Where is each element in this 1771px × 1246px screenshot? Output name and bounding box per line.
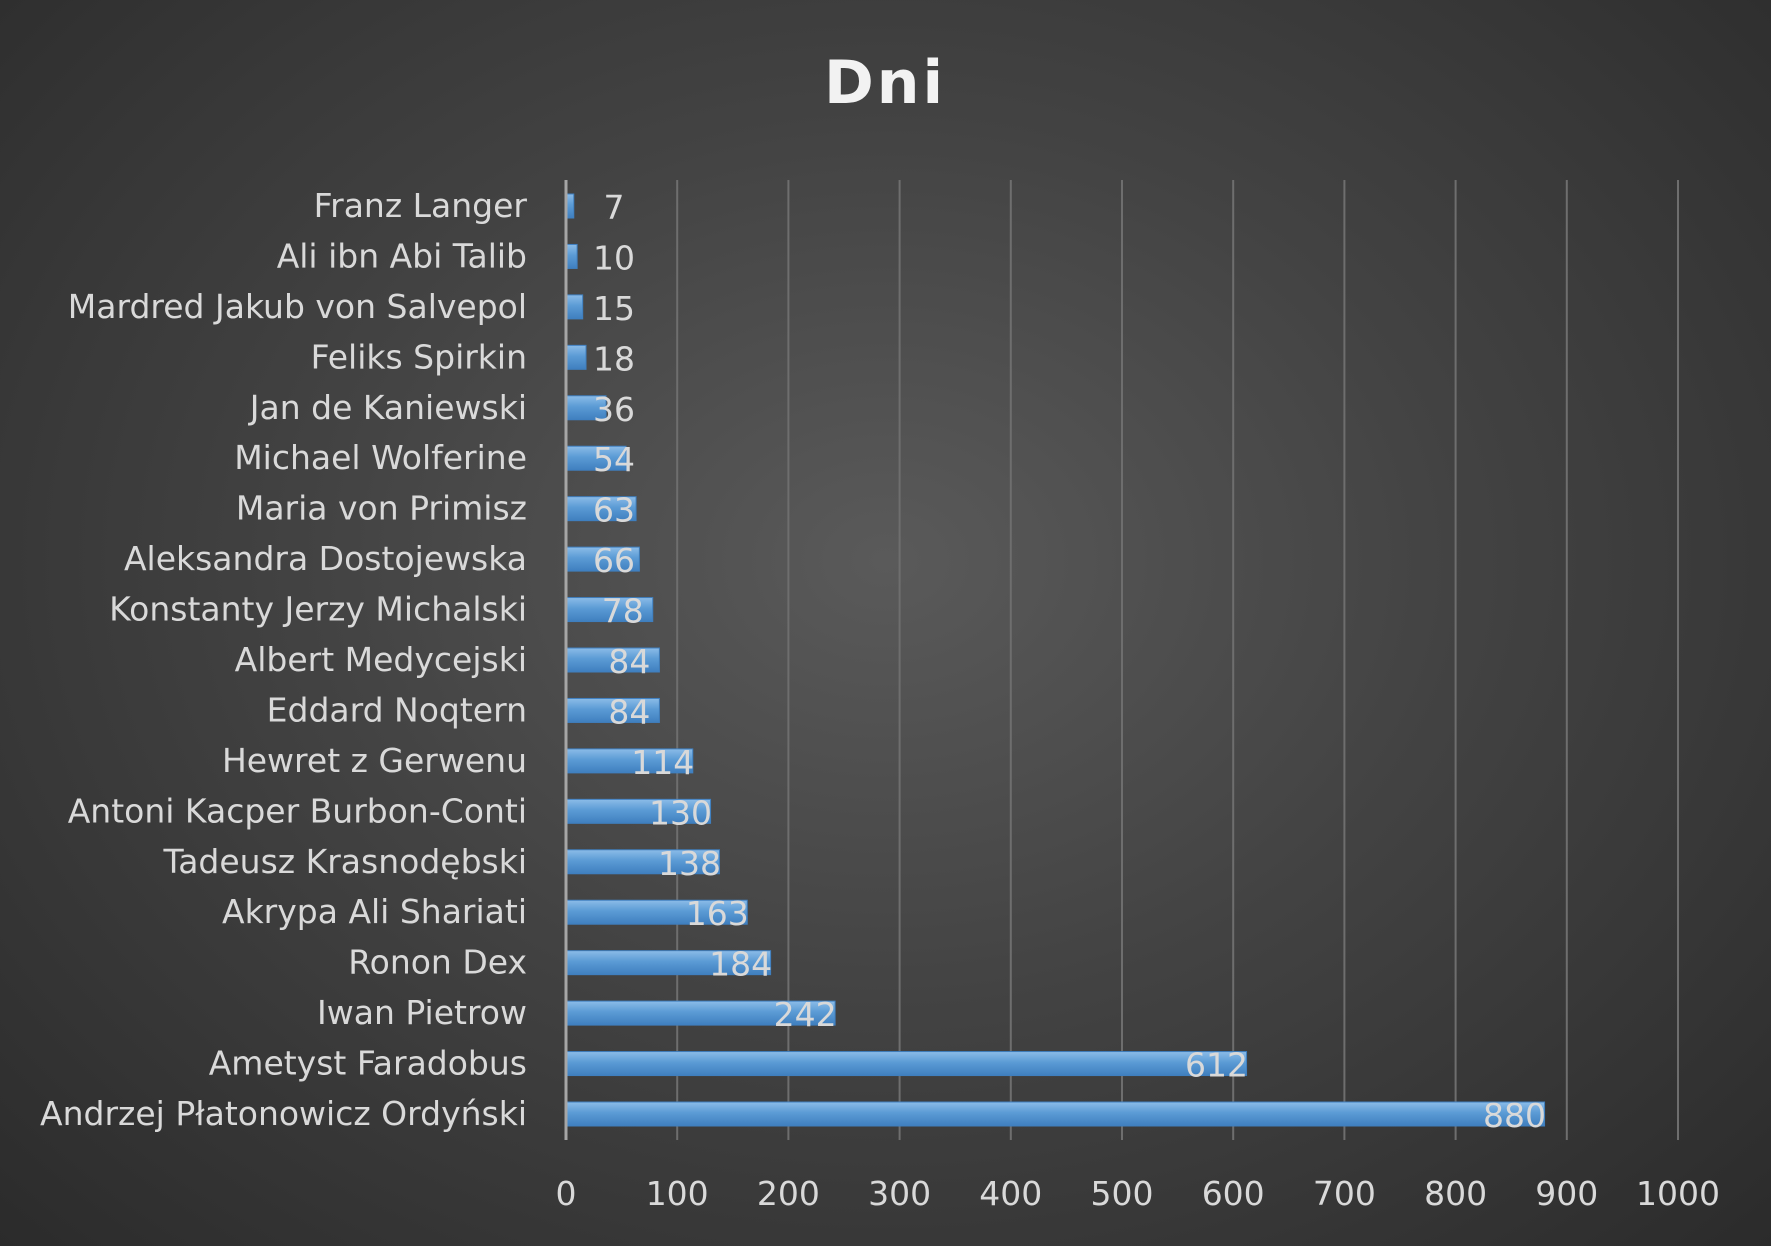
x-tick-label: 500	[1091, 1174, 1154, 1213]
category-label: Franz Langer	[314, 186, 528, 225]
category-label: Maria von Primisz	[236, 489, 527, 528]
bar	[565, 849, 720, 875]
category-label: Albert Medycejski	[235, 640, 527, 679]
category-label: Feliks Spirkin	[311, 337, 527, 376]
x-tick-label: 200	[757, 1174, 820, 1213]
data-label: 242	[774, 995, 837, 1034]
bars	[565, 193, 1546, 1127]
data-label: 612	[1185, 1046, 1248, 1085]
bar	[565, 344, 587, 370]
category-label: Konstanty Jerzy Michalski	[109, 590, 527, 629]
bar	[565, 395, 607, 421]
data-label: 36	[593, 390, 635, 429]
category-label: Ametyst Faradobus	[209, 1044, 527, 1083]
x-tick-label: 300	[868, 1174, 931, 1213]
data-label: 18	[593, 339, 635, 378]
category-label: Jan de Kaniewski	[248, 388, 527, 427]
data-label: 84	[608, 642, 650, 681]
bar	[565, 950, 772, 976]
bar	[565, 597, 654, 623]
x-tick-label: 600	[1202, 1174, 1265, 1213]
chart-title: Dni	[824, 48, 946, 118]
bar	[565, 496, 637, 522]
bar	[565, 1051, 1248, 1077]
bar	[565, 445, 627, 471]
category-label: Michael Wolferine	[234, 438, 527, 477]
category-label: Andrzej Płatonowicz Ordyński	[40, 1094, 527, 1133]
category-label: Iwan Pietrow	[317, 993, 527, 1032]
x-tick-label: 900	[1535, 1174, 1598, 1213]
data-label: 10	[593, 238, 635, 277]
category-label: Hewret z Gerwenu	[222, 741, 527, 780]
category-label: Antoni Kacper Burbon-Conti	[68, 791, 527, 830]
bar	[565, 546, 640, 572]
data-label: 78	[602, 592, 644, 631]
data-label: 15	[593, 289, 635, 328]
bar	[565, 294, 584, 320]
data-label: 184	[709, 945, 772, 984]
bar	[565, 243, 578, 269]
x-tick-label: 800	[1424, 1174, 1487, 1213]
data-label: 7	[604, 188, 625, 227]
x-tick-label: 1000	[1636, 1174, 1720, 1213]
category-label: Ronon Dex	[348, 943, 527, 982]
data-label: 114	[631, 743, 694, 782]
data-label: 880	[1483, 1096, 1546, 1135]
data-label: 66	[593, 541, 635, 580]
bar	[565, 1101, 1546, 1127]
bar	[565, 1000, 836, 1026]
data-label: 163	[686, 894, 749, 933]
gridlines	[676, 180, 1679, 1140]
data-label: 130	[649, 793, 712, 832]
category-label: Ali ibn Abi Talib	[277, 236, 527, 275]
category-label: Tadeusz Krasnodębski	[163, 842, 527, 881]
x-tick-labels: 0 100 200 300 400 500 600 700 800 900 1000	[556, 1174, 1720, 1213]
category-label: Aleksandra Dostojewska	[124, 539, 527, 578]
x-tick-label: 100	[646, 1174, 709, 1213]
category-label: Mardred Jakub von Salvepol	[68, 287, 527, 326]
category-labels: Franz Langer Ali ibn Abi Talib Mardred Jak…	[40, 186, 527, 1133]
category-label: Akrypa Ali Shariati	[222, 892, 527, 931]
data-label: 84	[608, 692, 650, 731]
data-label: 63	[593, 491, 635, 530]
x-tick-label: 400	[979, 1174, 1042, 1213]
category-label: Eddard Noqtern	[267, 690, 527, 729]
data-label: 54	[593, 440, 635, 479]
data-label: 138	[658, 844, 721, 883]
x-tick-label: 700	[1313, 1174, 1376, 1213]
x-tick-label: 0	[556, 1174, 577, 1213]
